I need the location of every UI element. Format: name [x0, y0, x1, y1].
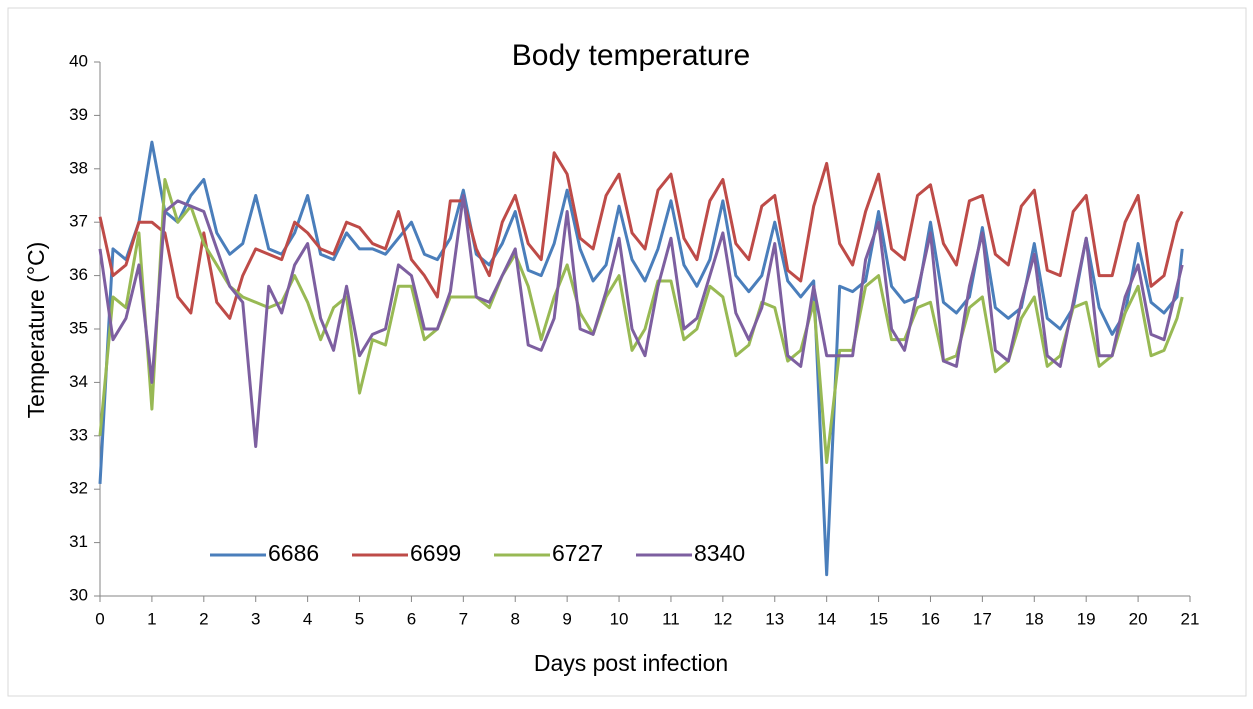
x-tick-label: 0 [95, 609, 104, 628]
x-tick-label: 6 [407, 609, 416, 628]
x-tick-label: 18 [1025, 609, 1044, 628]
series-line [98, 140, 1184, 577]
x-tick-label: 10 [610, 609, 629, 628]
x-tick-label: 13 [765, 609, 784, 628]
y-axis-label: Temperature (°C) [23, 242, 49, 419]
x-tick-label: 2 [199, 609, 208, 628]
y-tick-label: 39 [69, 105, 88, 124]
y-tick-label: 34 [69, 372, 88, 391]
x-tick-label: 21 [1181, 609, 1200, 628]
legend-label: 6727 [552, 540, 603, 566]
chart-frame [7, 7, 1247, 697]
x-tick-label: 7 [459, 609, 468, 628]
series-line [98, 151, 1184, 320]
x-tick-label: 4 [303, 609, 312, 628]
x-tick-label: 14 [817, 609, 836, 628]
legend-label: 8340 [694, 540, 745, 566]
y-tick-label: 33 [69, 425, 88, 444]
x-tick-label: 19 [1077, 609, 1096, 628]
y-tick-label: 30 [69, 585, 88, 604]
y-tick-label: 35 [69, 318, 88, 337]
y-tick-label: 37 [69, 212, 88, 231]
legend-label: 6699 [410, 540, 461, 566]
x-tick-label: 5 [355, 609, 364, 628]
x-tick-label: 16 [921, 609, 940, 628]
x-tick-label: 8 [511, 609, 520, 628]
legend-label: 6686 [268, 540, 319, 566]
y-tick-label: 38 [69, 158, 88, 177]
x-tick-label: 17 [973, 609, 992, 628]
x-axis-label: Days post infection [534, 650, 728, 676]
y-tick-label: 36 [69, 265, 88, 284]
y-tick-label: 31 [69, 532, 88, 551]
y-tick-label: 32 [69, 479, 88, 498]
x-tick-label: 15 [869, 609, 888, 628]
x-tick-label: 1 [147, 609, 156, 628]
series-line [98, 194, 1184, 448]
x-tick-label: 20 [1129, 609, 1148, 628]
x-tick-label: 12 [713, 609, 732, 628]
y-tick-label: 40 [69, 51, 88, 70]
x-tick-label: 11 [662, 609, 680, 628]
x-tick-label: 3 [251, 609, 260, 628]
chart-title: Body temperature [512, 39, 750, 72]
x-tick-label: 9 [562, 609, 571, 628]
